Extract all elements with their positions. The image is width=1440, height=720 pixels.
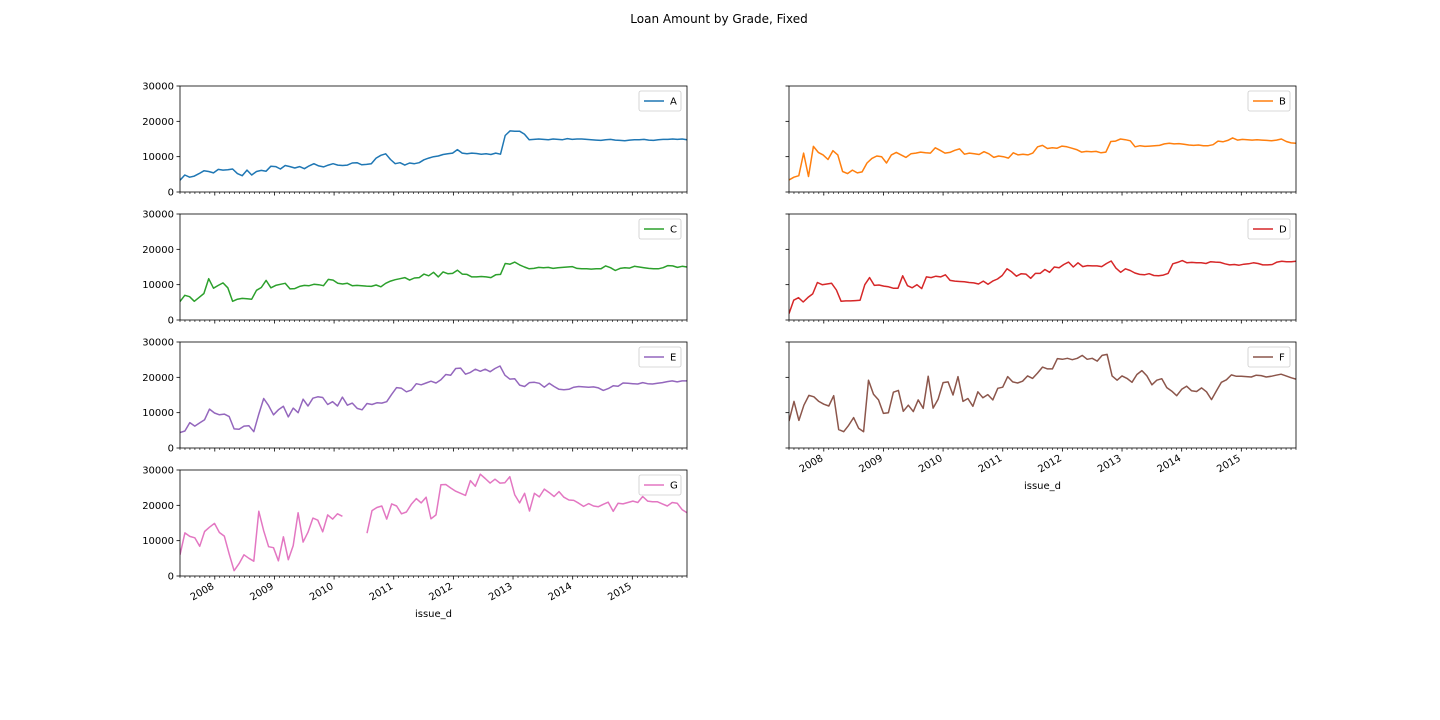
subplot-grid: 0 10000 20000 30000 A B 0 10000 20000 30000 C D 0 100… [142,82,1297,620]
y-tick-label: 20000 [142,501,174,512]
y-tick-label: 10000 [142,280,174,291]
legend-label: B [1279,97,1286,108]
x-tick-label: 2011 [368,581,396,603]
subplot-e: 0 10000 20000 30000 E [142,338,688,455]
y-tick-label: 0 [168,444,174,455]
x-tick-label: 2009 [248,581,276,603]
y-tick-label: 10000 [142,536,174,547]
y-tick-label: 0 [168,572,174,583]
x-tick-label: 2012 [427,581,455,603]
series-line-b [789,137,1296,181]
x-tick-label: 2010 [308,581,336,603]
y-tick-label: 30000 [142,82,174,93]
x-tick-label: 2013 [1096,453,1124,475]
subplot-g: 0 10000 20000 30000 2008 2009 2010 2011 2012 2013… [142,466,688,620]
legend-label: A [670,97,677,108]
series-line-g [180,473,687,572]
legend: G [638,474,682,496]
axes-frame [788,85,1297,193]
x-tick-label: 2008 [798,453,826,475]
legend-label: E [670,353,676,364]
subplot-a: 0 10000 20000 30000 A [142,82,688,199]
series-line-d [789,259,1296,314]
legend-label: F [1279,353,1285,364]
legend: C [638,218,682,240]
y-tick-label: 0 [168,316,174,327]
series-line-f [789,353,1296,433]
y-tick-label: 20000 [142,373,174,384]
legend-label: G [670,481,678,492]
series-line-e [180,365,687,434]
series-line-c [180,261,687,303]
x-tick-label: 2014 [547,581,575,603]
x-tick-label: 2014 [1156,453,1184,475]
x-tick-label: 2015 [1215,453,1243,475]
axes-frame [788,341,1297,449]
y-tick-label: 30000 [142,466,174,477]
axes-frame [179,213,688,321]
y-tick-label: 20000 [142,117,174,128]
y-tick-label: 0 [168,188,174,199]
x-tick-label: 2011 [977,453,1005,475]
x-tick-label: 2010 [917,453,945,475]
chart-title: Loan Amount by Grade, Fixed [630,12,807,26]
subplot-d: D [785,213,1297,324]
y-tick-label: 30000 [142,210,174,221]
y-tick-label: 10000 [142,152,174,163]
x-tick-label: 2008 [189,581,217,603]
legend: F [1247,346,1291,368]
x-tick-label: 2015 [606,581,634,603]
legend-label: D [1279,225,1287,236]
subplot-c: 0 10000 20000 30000 C [142,210,688,327]
x-tick-label: 2012 [1036,453,1064,475]
x-axis-label: issue_d [1024,481,1061,492]
legend-label: C [670,225,677,236]
y-tick-label: 20000 [142,245,174,256]
series-line-a [180,130,687,181]
x-tick-label: 2013 [487,581,515,603]
axes-frame [179,341,688,449]
axes-frame [788,213,1297,321]
y-tick-label: 30000 [142,338,174,349]
legend: E [638,346,682,368]
subplot-b: B [785,85,1297,196]
x-tick-label: 2009 [857,453,885,475]
legend: B [1247,90,1291,112]
subplot-f: 2008 2009 2010 2011 2012 2013 2014 2015 issue_d F [785,341,1297,492]
x-axis-label: issue_d [415,609,452,620]
legend: A [638,90,682,112]
y-tick-label: 10000 [142,408,174,419]
axes-frame [179,469,688,577]
legend: D [1247,218,1291,240]
